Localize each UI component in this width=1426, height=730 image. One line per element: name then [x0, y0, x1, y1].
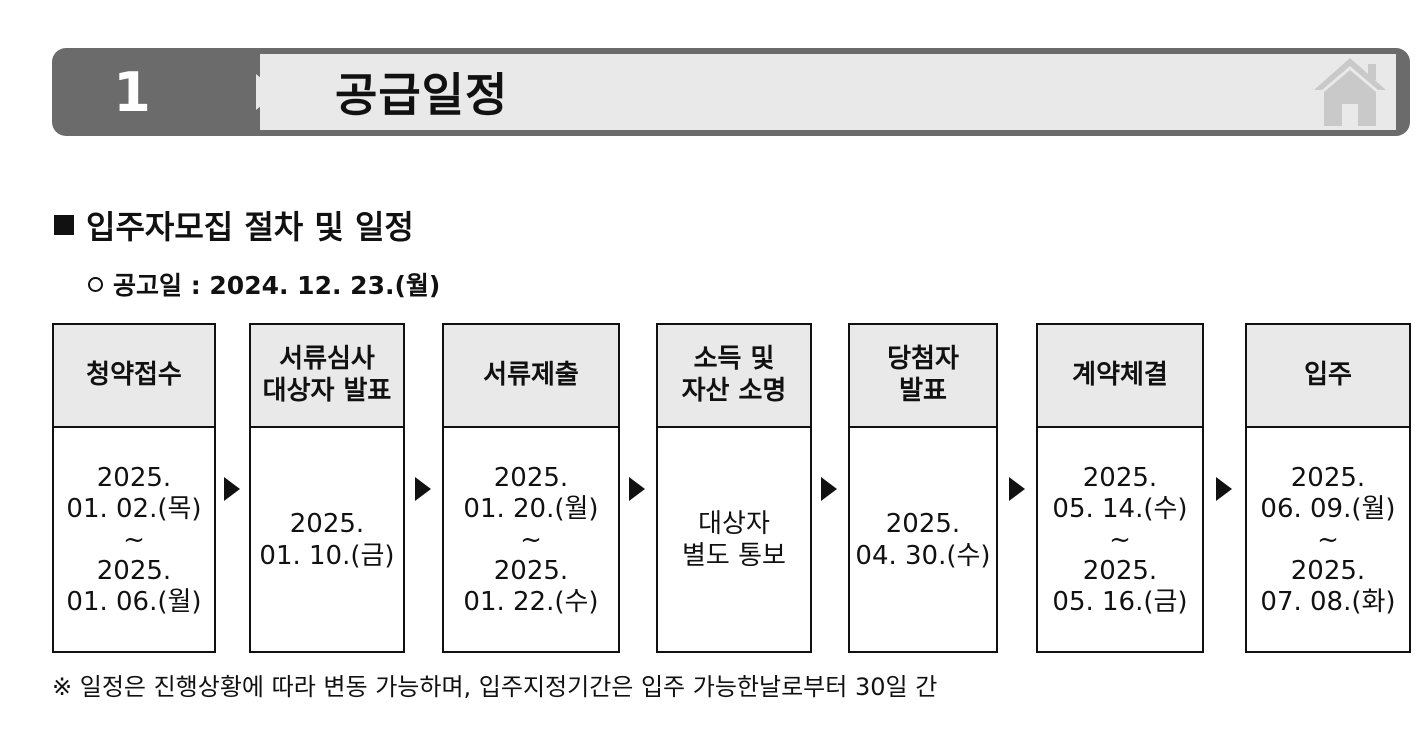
step-date: 2025. 01. 10.(금)	[259, 509, 395, 571]
step-title: 계약체결	[1038, 325, 1202, 428]
step-date: 2025. 01. 20.(월) ~ 2025. 01. 22.(수)	[463, 462, 599, 618]
arrow-right-icon	[1216, 477, 1232, 501]
chevron-right-icon	[256, 74, 278, 110]
arrow-right-icon	[415, 477, 431, 501]
step-title: 당첨자 발표	[850, 325, 996, 428]
step-contract-signing: 계약체결 2025. 05. 14.(수) ~ 2025. 05. 16.(금)	[1036, 323, 1204, 653]
step-income-asset-verification: 소득 및 자산 소명 대상자 별도 통보	[656, 323, 812, 653]
procedure-heading: 입주자모집 절차 및 일정	[54, 202, 414, 248]
step-move-in: 입주 2025. 06. 09.(월) ~ 2025. 07. 08.(화)	[1245, 323, 1411, 653]
notice-date: 공고일 : 2024. 12. 23.(월)	[88, 266, 440, 302]
arrow-right-icon	[1009, 477, 1025, 501]
step-title: 소득 및 자산 소명	[658, 325, 810, 428]
step-document-submission: 서류제출 2025. 01. 20.(월) ~ 2025. 01. 22.(수)	[442, 323, 620, 653]
arrow-right-icon	[821, 477, 837, 501]
procedure-heading-text: 입주자모집 절차 및 일정	[86, 208, 414, 246]
step-date: 2025. 05. 14.(수) ~ 2025. 05. 16.(금)	[1052, 462, 1188, 618]
section-number: 1	[113, 60, 151, 124]
notice-date-text: 공고일 : 2024. 12. 23.(월)	[113, 271, 441, 300]
step-date: 2025. 04. 30.(수)	[855, 509, 991, 571]
step-title: 입주	[1247, 325, 1409, 428]
square-bullet-icon	[54, 215, 74, 235]
step-document-review-announcement: 서류심사 대상자 발표 2025. 01. 10.(금)	[249, 323, 405, 653]
home-icon	[1314, 58, 1386, 126]
arrow-right-icon	[224, 477, 240, 501]
section-header: 1 공급일정	[52, 48, 1410, 136]
section-title-band	[260, 54, 1396, 130]
section-title: 공급일정	[335, 68, 509, 122]
step-title: 서류심사 대상자 발표	[251, 325, 403, 428]
step-application: 청약접수 2025. 01. 02.(목) ~ 2025. 01. 06.(월)	[52, 323, 216, 653]
step-date: 2025. 06. 09.(월) ~ 2025. 07. 08.(화)	[1260, 462, 1396, 618]
step-date: 2025. 01. 02.(목) ~ 2025. 01. 06.(월)	[66, 462, 202, 618]
footnote: ※ 일정은 진행상황에 따라 변동 가능하며, 입주지정기간은 입주 가능한날로…	[52, 673, 938, 701]
step-title: 서류제출	[444, 325, 618, 428]
circle-bullet-icon	[88, 276, 103, 292]
step-winner-announcement: 당첨자 발표 2025. 04. 30.(수)	[848, 323, 998, 653]
step-date: 대상자 별도 통보	[682, 509, 786, 571]
step-title: 청약접수	[54, 325, 214, 428]
arrow-right-icon	[629, 477, 645, 501]
